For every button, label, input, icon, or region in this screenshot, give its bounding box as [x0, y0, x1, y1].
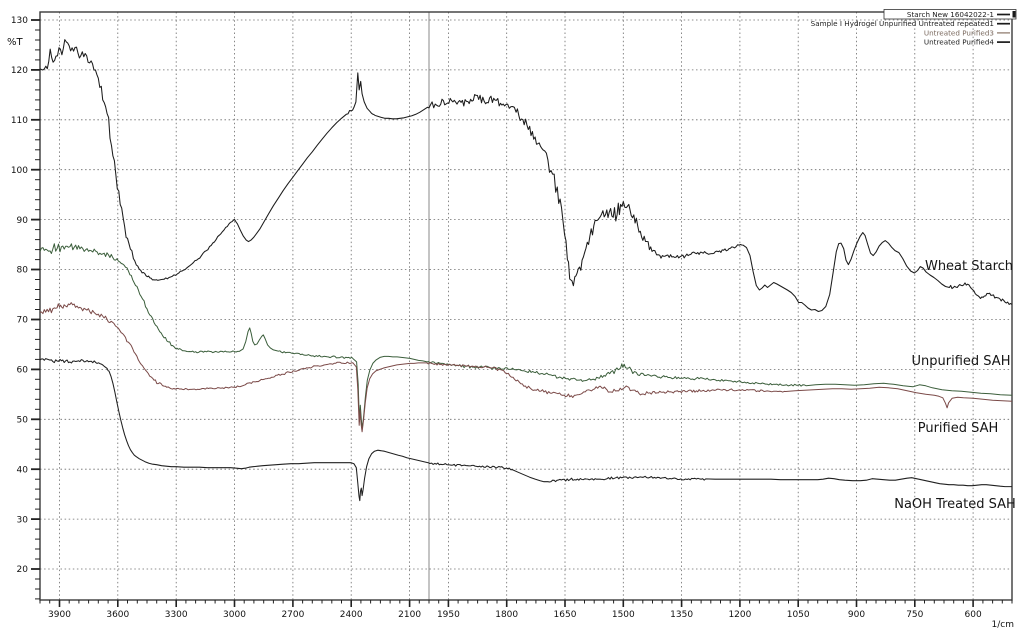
- y-tick-label: 30: [17, 515, 29, 525]
- curve-label: Wheat Starch: [925, 259, 1013, 274]
- x-tick-label: 750: [906, 610, 923, 620]
- y-tick-label: 120: [11, 66, 28, 76]
- legend-selection-box: [883, 9, 1017, 20]
- legend-item-label: Untreated Purified4: [924, 38, 995, 47]
- x-tick-label: 1200: [728, 610, 751, 620]
- legend-box-handle: [1012, 11, 1016, 18]
- x-tick-label: 3300: [165, 610, 188, 620]
- x-tick-label: 3000: [223, 610, 246, 620]
- plot-frame: [39, 11, 1013, 601]
- x-tick-label: 600: [965, 610, 982, 620]
- curve-label: Purified SAH: [918, 421, 999, 436]
- y-tick-label: 20: [17, 565, 29, 575]
- y-tick-label: 50: [17, 416, 29, 426]
- x-axis-unit-label: 1/cm: [991, 620, 1014, 630]
- curve-label: Unpurified SAH: [912, 354, 1011, 369]
- x-tick-label: 1500: [612, 610, 635, 620]
- x-tick-label: 2400: [340, 610, 363, 620]
- y-tick-label: 60: [17, 366, 29, 376]
- curve-labels: Wheat Starch Unpurified SAH Purified SAH Na…: [894, 259, 1016, 512]
- spectrum-curve: [40, 39, 1012, 313]
- x-tick-label: 1350: [670, 610, 693, 620]
- y-tick-label: 90: [17, 216, 29, 226]
- x-tick-label: 2100: [398, 610, 421, 620]
- y-tick-label: 40: [17, 465, 29, 475]
- legend-item-label: Untreated Purified3: [924, 28, 994, 37]
- x-tick-label: 1650: [554, 610, 577, 620]
- y-tick-label: 70: [17, 316, 29, 326]
- x-tick-label: 3900: [48, 610, 71, 620]
- spectrum-curve: [40, 243, 1012, 429]
- gridlines: [40, 12, 1012, 600]
- y-tick-label: 110: [11, 116, 28, 126]
- y-axis-unit-label: %T: [7, 37, 23, 48]
- spectra-curves: [40, 39, 1012, 502]
- legend-item-label: Sample I Hydrogel Unpurified Untreated r…: [811, 19, 994, 28]
- spectrum-curve: [40, 302, 1012, 433]
- x-tick-label: 2700: [281, 610, 304, 620]
- y-tick-label: 80: [17, 266, 29, 276]
- x-tick-label: 1050: [787, 610, 810, 620]
- y-axis: 20 30 40 50 60 70 80 90 100 110 120 130: [11, 16, 40, 600]
- x-tick-label: 900: [848, 610, 865, 620]
- x-tick-label: 1800: [495, 610, 518, 620]
- x-tick-label: 3600: [106, 610, 129, 620]
- x-axis: 2100 2400 2700 3000 3300 3600 3900 600 750 900 105…: [39, 600, 1013, 620]
- legend-item-label: Starch New 16042022-1: [907, 10, 994, 19]
- y-tick-label: 130: [11, 16, 28, 26]
- x-tick-label: 1950: [437, 610, 460, 620]
- spectrum-curve: [40, 358, 1012, 502]
- curve-label: NaOH Treated SAH: [894, 497, 1016, 512]
- y-tick-label: 100: [11, 166, 28, 176]
